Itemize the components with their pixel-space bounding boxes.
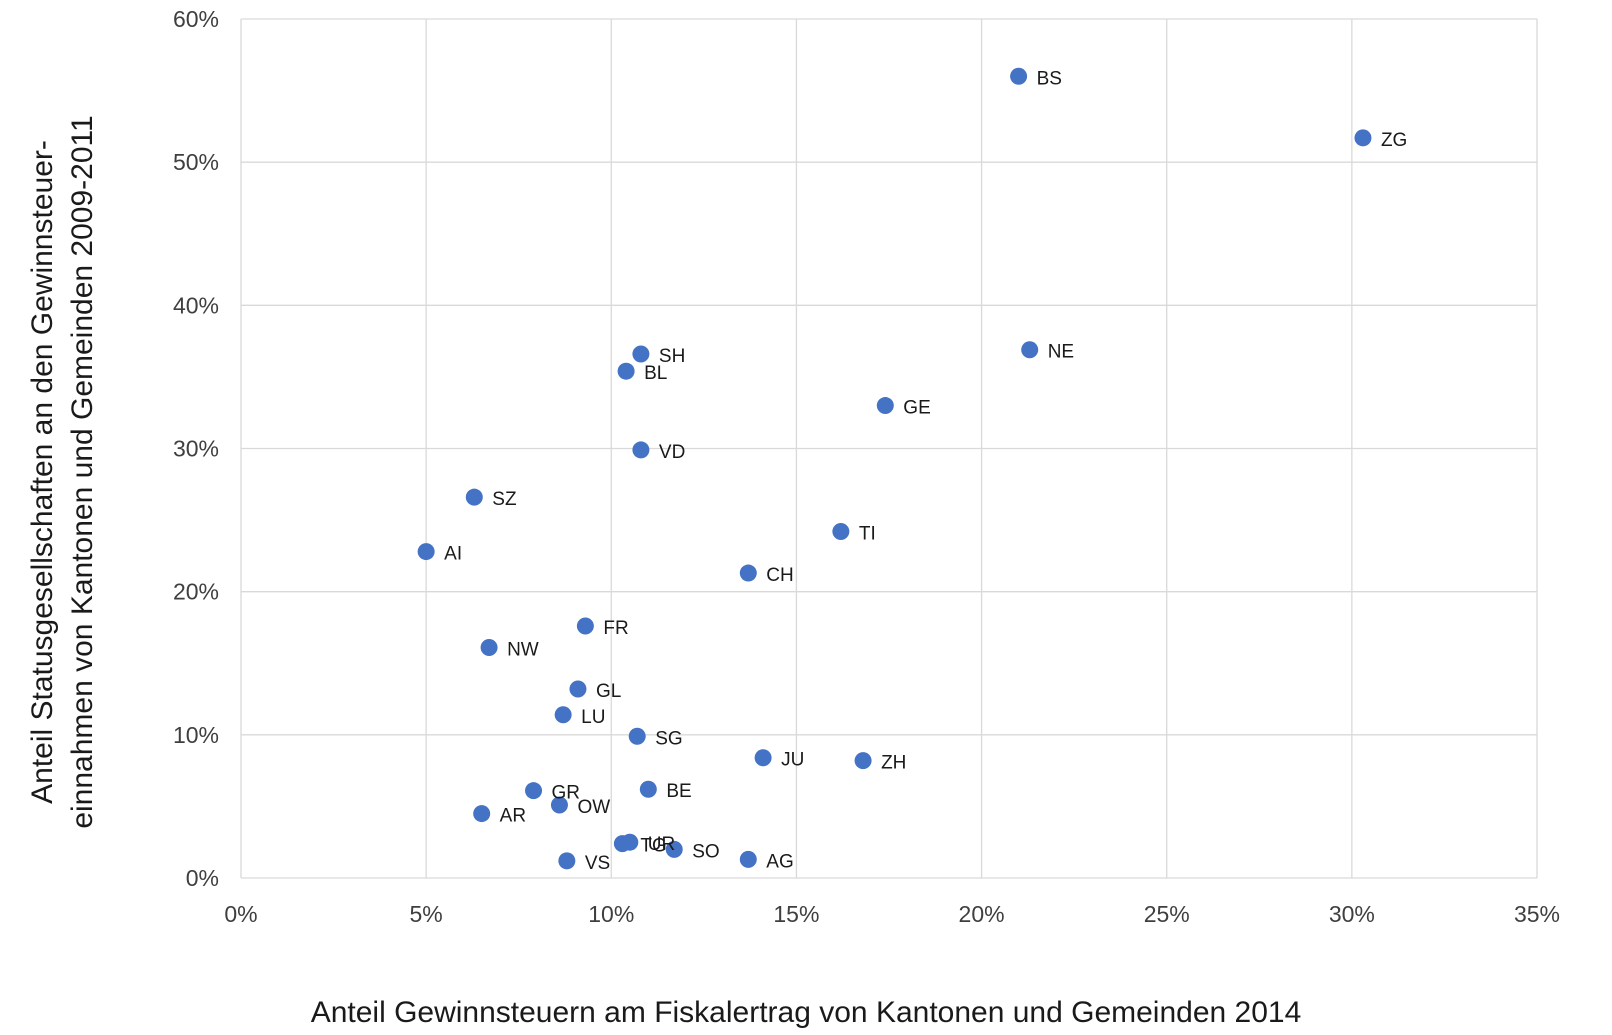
data-label-sz: SZ <box>492 489 517 510</box>
data-label-ar: AR <box>500 806 526 827</box>
x-tick-label: 0% <box>224 901 257 927</box>
data-point-ai <box>417 543 435 561</box>
data-label-ge: GE <box>903 398 930 419</box>
y-axis-title-line-2: einnahmen von Kantonen und Gemeinden 200… <box>66 115 99 828</box>
data-label-zh: ZH <box>881 753 906 774</box>
data-points <box>417 67 1372 870</box>
data-label-lu: LU <box>581 707 605 728</box>
data-label-zg: ZG <box>1381 130 1407 151</box>
data-point-ag <box>739 850 757 868</box>
y-tick-label: 30% <box>173 436 219 462</box>
x-tick-label: 10% <box>588 901 634 927</box>
x-tick-label: 30% <box>1329 901 1375 927</box>
data-point-gr <box>525 782 543 800</box>
x-tick-label: 15% <box>773 901 819 927</box>
data-point-bs <box>1010 67 1028 85</box>
data-point-ju <box>754 749 772 767</box>
data-point-vs <box>558 852 576 870</box>
data-label-bl: BL <box>644 363 667 384</box>
data-label-gr: GR <box>552 783 581 804</box>
data-point-lu <box>554 706 572 724</box>
data-point-ar <box>473 805 491 823</box>
data-point-ne <box>1021 341 1039 359</box>
y-tick-label: 40% <box>173 292 219 318</box>
data-label-so: SO <box>692 841 719 862</box>
data-point-sh <box>632 345 650 363</box>
gridlines <box>240 18 1538 879</box>
data-label-sh: SH <box>659 346 685 367</box>
y-tick-label: 50% <box>173 149 219 175</box>
tick-labels: 0% 5% 10% 15% 20% 25% 30% 35% 0% 10% 20% 30% 40% 50% 6… <box>173 6 1560 927</box>
data-point-vd <box>632 441 650 459</box>
y-tick-label: 20% <box>173 579 219 605</box>
data-label-ch: CH <box>766 565 793 586</box>
x-tick-label: 20% <box>959 901 1005 927</box>
data-point-ow <box>550 796 568 814</box>
data-point-ti <box>832 523 850 541</box>
data-label-ow: OW <box>577 797 610 818</box>
y-tick-label: 0% <box>186 865 219 891</box>
x-axis-title: Anteil Gewinnsteuern am Fiskalertrag von… <box>311 996 1302 1029</box>
data-point-so <box>665 840 683 858</box>
data-point-bl <box>617 362 635 380</box>
y-tick-label: 60% <box>173 6 219 32</box>
data-label-sg: SG <box>655 728 682 749</box>
data-point-ge <box>876 397 894 415</box>
data-point-sz <box>465 488 483 506</box>
data-point-sg <box>628 727 646 745</box>
y-tick-label: 10% <box>173 722 219 748</box>
data-label-ne: NE <box>1048 342 1074 363</box>
data-point-gl <box>569 680 587 698</box>
y-axis-title-line-1: Anteil Statusgesellschaften an den Gewin… <box>26 140 59 804</box>
data-label-vs: VS <box>585 853 610 874</box>
data-label-vd: VD <box>659 442 685 463</box>
data-label-bs: BS <box>1037 68 1062 89</box>
data-label-ur: UR <box>648 834 675 855</box>
data-label-ai: AI <box>444 544 462 565</box>
data-label-ti: TI <box>859 524 876 545</box>
data-point-zg <box>1354 129 1372 147</box>
y-axis-title: Anteil Statusgesellschaften an den Gewin… <box>26 115 99 828</box>
data-point-fr <box>576 617 594 635</box>
data-label-be: BE <box>666 781 691 802</box>
x-tick-label: 25% <box>1144 901 1190 927</box>
data-point-tg <box>613 835 631 853</box>
x-tick-label: 5% <box>410 901 443 927</box>
data-label-ju: JU <box>781 750 804 771</box>
data-label-tg: TG <box>640 836 666 857</box>
data-label-gl: GL <box>596 681 621 702</box>
data-point-ch <box>739 564 757 582</box>
data-label-nw: NW <box>507 640 539 661</box>
data-label-ag: AG <box>766 851 793 872</box>
x-tick-label: 35% <box>1514 901 1560 927</box>
data-point-be <box>639 780 657 798</box>
data-label-fr: FR <box>603 618 628 639</box>
data-point-zh <box>854 752 872 770</box>
data-point-nw <box>480 639 498 657</box>
